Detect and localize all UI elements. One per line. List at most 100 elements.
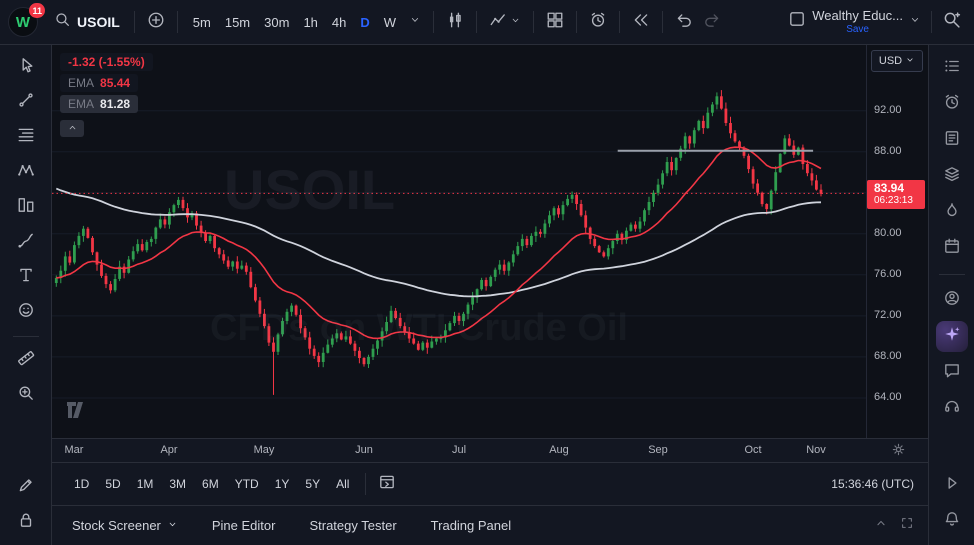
- timeframe-button-w[interactable]: W: [377, 11, 403, 34]
- redo-button[interactable]: [699, 6, 725, 39]
- range-button-1m[interactable]: 1M: [129, 472, 162, 496]
- bottom-panel: Stock Screener Pine Editor Strategy Tester…: [52, 505, 928, 545]
- range-button-all[interactable]: All: [328, 472, 357, 496]
- lock-button[interactable]: [8, 506, 44, 539]
- panel-maximize-button[interactable]: [900, 516, 914, 535]
- fib-retracement-button[interactable]: [8, 121, 44, 154]
- notifications-button[interactable]: [936, 506, 968, 537]
- ema-fast-row[interactable]: EMA 85.44: [60, 74, 139, 92]
- separator: [938, 274, 965, 275]
- tradingview-logo[interactable]: [66, 401, 88, 424]
- brush-button[interactable]: [8, 226, 44, 259]
- calendar-icon: [943, 237, 961, 260]
- calendar-button[interactable]: [936, 233, 968, 264]
- ema-slow-row[interactable]: EMA 81.28: [60, 95, 139, 113]
- symbol-search-button[interactable]: USOIL: [48, 7, 126, 37]
- brush-icon: [17, 231, 35, 254]
- pen-button[interactable]: [8, 471, 44, 504]
- timeframe-button-30m[interactable]: 30m: [257, 11, 296, 34]
- alert-button[interactable]: [585, 6, 611, 39]
- object-tree-button[interactable]: [936, 161, 968, 192]
- price-axis[interactable]: USD 83.94 06:23:13 92.0088.0084.0080.007…: [866, 45, 928, 438]
- footer-tab-label: Stock Screener: [72, 518, 161, 533]
- price-axis-label: 92.00: [874, 104, 902, 116]
- profile-icon: [943, 289, 961, 312]
- trend-line-button[interactable]: [8, 86, 44, 119]
- compare-add-button[interactable]: [143, 6, 169, 39]
- chevron-up-icon: [67, 120, 78, 138]
- indicators-button[interactable]: [485, 6, 525, 39]
- zoom-icon: [17, 384, 35, 407]
- support-button[interactable]: [936, 393, 968, 424]
- separator: [433, 11, 435, 33]
- price-change: -1.32 (-1.55%): [68, 55, 145, 69]
- range-button-5y[interactable]: 5Y: [297, 472, 328, 496]
- footer-tab-label: Pine Editor: [211, 518, 276, 533]
- time-axis[interactable]: Mar Apr May Jun Jul Aug Sep Oct Nov: [52, 438, 928, 462]
- price-chart[interactable]: [52, 45, 866, 438]
- timeframe-button-5m[interactable]: 5m: [186, 11, 218, 34]
- replay-button[interactable]: [628, 6, 654, 39]
- bar-countdown: 06:23:13: [874, 195, 913, 206]
- footer-tab-strategy-tester[interactable]: Strategy Tester: [309, 518, 396, 533]
- logo[interactable]: W 11: [8, 3, 45, 37]
- zoom-button[interactable]: [8, 379, 44, 412]
- chat-button[interactable]: [936, 357, 968, 388]
- undo-button[interactable]: [671, 6, 697, 39]
- range-group: 1D 5D 1M 3M 6M YTD 1Y 5Y All: [66, 472, 357, 496]
- ruler-icon: [17, 349, 35, 372]
- chart-pane[interactable]: USOIL CFDs on WTI Crude Oil -1.32 (-1.55…: [52, 45, 928, 438]
- timeframe-button-4h[interactable]: 4h: [325, 11, 353, 34]
- xabcd-pattern-button[interactable]: [8, 156, 44, 189]
- timeframe-button-1h[interactable]: 1h: [296, 11, 324, 34]
- layout-grid-button[interactable]: [542, 6, 568, 39]
- expand-icon: [900, 516, 914, 535]
- prediction-button[interactable]: [8, 191, 44, 224]
- ruler-button[interactable]: [8, 344, 44, 377]
- quick-search-button[interactable]: [938, 5, 966, 40]
- chart-type-button[interactable]: [442, 6, 468, 39]
- play-button[interactable]: [936, 470, 968, 501]
- axis-settings-button[interactable]: [891, 442, 906, 462]
- save-link[interactable]: Save: [846, 23, 869, 35]
- footer-tab-trading-panel[interactable]: Trading Panel: [431, 518, 511, 533]
- go-to-date-button[interactable]: [374, 469, 400, 500]
- range-button-ytd[interactable]: YTD: [227, 472, 267, 496]
- chevron-down-icon: [905, 55, 915, 68]
- panel-collapse-button[interactable]: [874, 516, 888, 535]
- text-button[interactable]: [8, 261, 44, 294]
- separator: [662, 11, 664, 33]
- range-button-1y[interactable]: 1Y: [267, 472, 298, 496]
- timeframe-button-d[interactable]: D: [353, 11, 376, 34]
- drawing-toolbar: [0, 45, 52, 545]
- footer-tab-stock-screener[interactable]: Stock Screener: [72, 518, 178, 533]
- server-clock[interactable]: 15:36:46 (UTC): [831, 477, 914, 491]
- timeframe-button-15m[interactable]: 15m: [218, 11, 257, 34]
- alerts-button[interactable]: [936, 89, 968, 120]
- timeframe-dropdown-button[interactable]: [405, 8, 425, 36]
- footer-tab-pine-editor[interactable]: Pine Editor: [212, 518, 276, 533]
- date-range-bar: 1D 5D 1M 3M 6M YTD 1Y 5Y All 15:36:46 (UTC): [52, 462, 928, 505]
- currency-selector[interactable]: USD: [871, 50, 923, 72]
- redo-icon: [703, 11, 721, 34]
- cursor-button[interactable]: [8, 51, 44, 84]
- ema-slow-value: 81.28: [100, 97, 131, 111]
- legend-collapse-button[interactable]: [60, 120, 84, 137]
- object-tree-icon: [943, 165, 961, 188]
- news-button[interactable]: [936, 125, 968, 156]
- emoji-icon: [17, 301, 35, 324]
- right-sidebar: [928, 45, 974, 545]
- range-button-1d[interactable]: 1D: [66, 472, 97, 496]
- watchlist-button[interactable]: [936, 53, 968, 84]
- range-button-5d[interactable]: 5D: [97, 472, 128, 496]
- ai-assistant-button[interactable]: [935, 321, 968, 352]
- separator: [931, 11, 932, 33]
- time-axis-label-jul: Jul: [451, 444, 467, 456]
- layout-select-button[interactable]: Wealthy Educ... Save: [784, 7, 925, 36]
- profile-button[interactable]: [936, 285, 968, 316]
- range-button-3m[interactable]: 3M: [161, 472, 194, 496]
- range-button-6m[interactable]: 6M: [194, 472, 227, 496]
- go-to-date-icon: [378, 473, 396, 496]
- emoji-button[interactable]: [8, 296, 44, 329]
- hotlists-button[interactable]: [936, 197, 968, 228]
